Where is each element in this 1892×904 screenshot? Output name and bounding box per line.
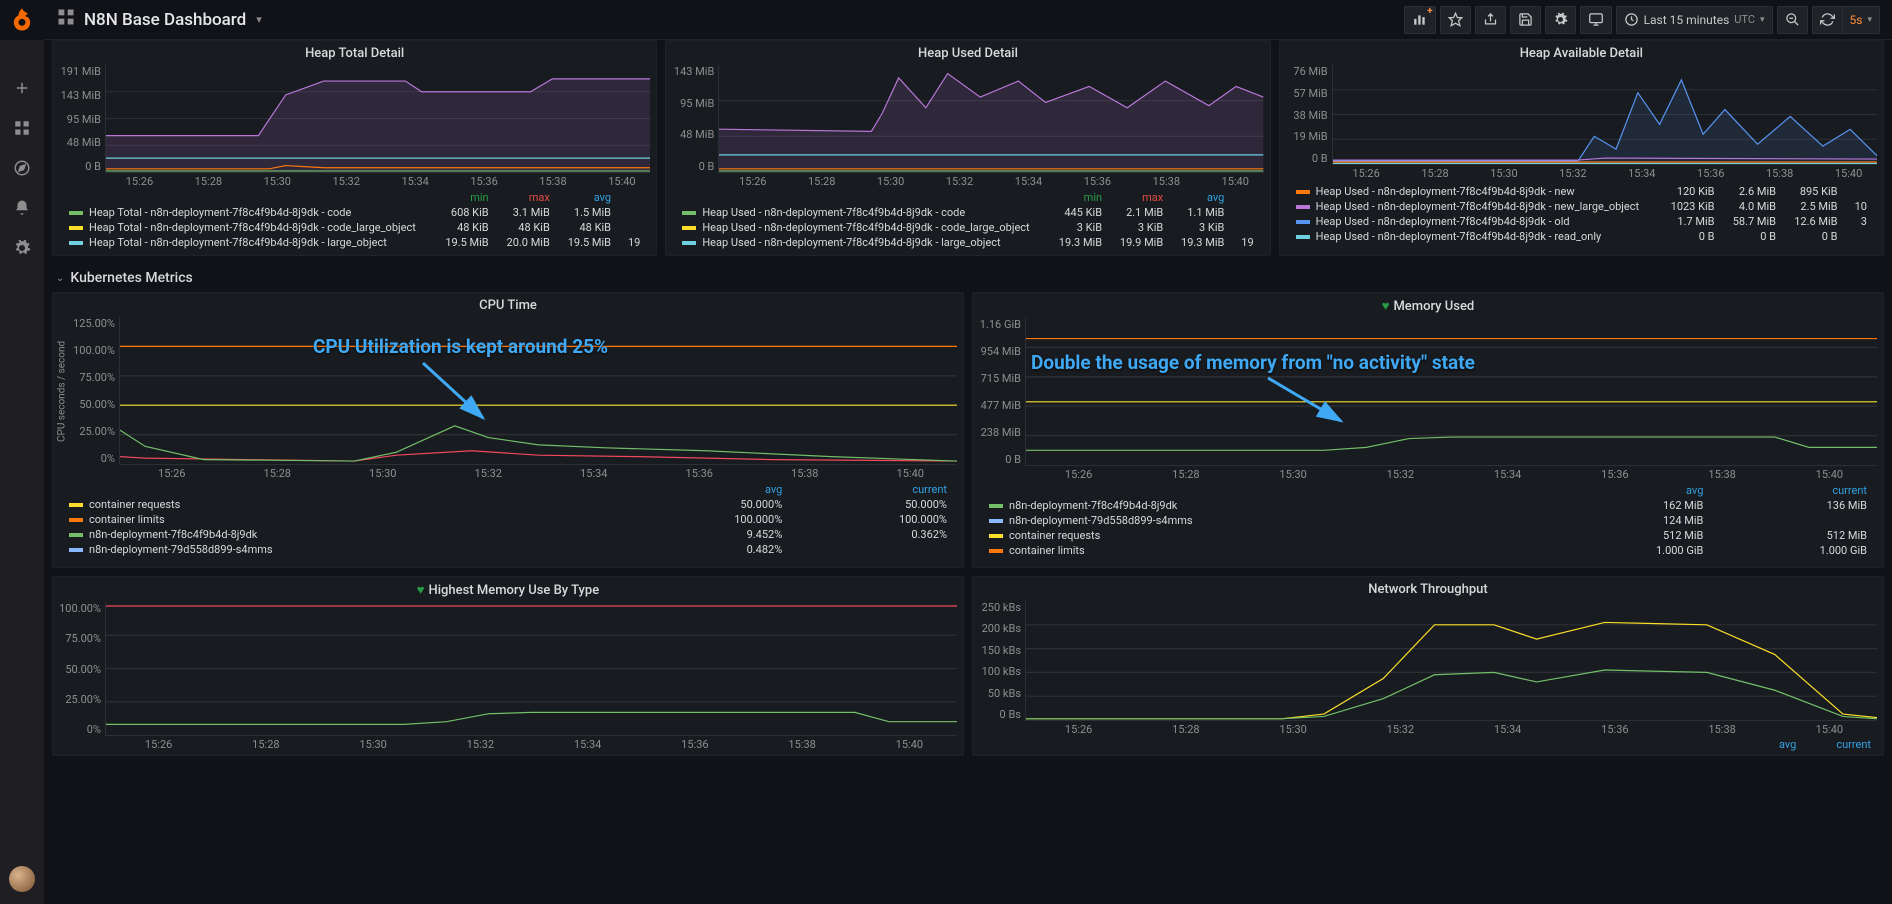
save-button[interactable] (1510, 6, 1541, 34)
x-axis: 15:2615:2815:3015:3215:3415:3615:3815:40 (666, 173, 1269, 188)
y-axis: 100.00%75.00%50.00%25.00%0% (55, 602, 105, 736)
row-header-kubernetes[interactable]: ⌄ Kubernetes Metrics (52, 264, 1884, 292)
add-panel-button[interactable] (1404, 6, 1436, 34)
panel-title: CPU Time (53, 293, 963, 317)
apps-icon (56, 7, 76, 32)
x-axis: 15:2615:2815:3015:3215:3415:3615:3815:40 (1280, 165, 1883, 180)
panel-title: Heap Total Detail (53, 41, 656, 65)
chevron-down-icon: ▾ (256, 13, 262, 26)
panel-title: Heap Used Detail (666, 41, 1269, 65)
panel-network: Network Throughput 250 kBs200 kBs150 kBs… (972, 576, 1884, 756)
nav-plus-icon[interactable] (0, 68, 44, 108)
star-button[interactable] (1440, 6, 1471, 34)
timezone-label: UTC (1734, 13, 1755, 26)
chevron-down-icon: ▾ (1867, 15, 1872, 25)
panel-memory-used: ♥Memory Used 1.16 GiB954 MiB715 MiB477 M… (972, 292, 1884, 568)
refresh-button[interactable] (1812, 6, 1842, 34)
y-axis: 1.16 GiB954 MiB715 MiB477 MiB238 MiB0 B (975, 318, 1025, 466)
chevron-down-icon: ⌄ (56, 273, 64, 284)
nav-bell-icon[interactable] (0, 188, 44, 228)
timerange-label: Last 15 minutes (1644, 13, 1730, 27)
x-axis: 15:2615:2815:3015:3215:3415:3615:3815:40 (53, 173, 656, 188)
grafana-logo[interactable] (0, 0, 44, 40)
y-axis: 250 kBs200 kBs150 kBs100 kBs50 kBs0 Bs (975, 601, 1025, 721)
avatar[interactable] (9, 866, 35, 892)
y-axis-label: CPU seconds / second (55, 317, 69, 465)
y-axis: 76 MiB57 MiB38 MiB19 MiB0 B (1282, 65, 1332, 165)
panel-heap-avail: Heap Available Detail 76 MiB57 MiB38 MiB… (1279, 40, 1884, 256)
panel-title: ♥Highest Memory Use By Type (53, 577, 963, 602)
y-axis: 191 MiB143 MiB95 MiB48 MiB0 B (55, 65, 105, 173)
nav-apps-icon[interactable] (0, 108, 44, 148)
y-axis: 143 MiB95 MiB48 MiB0 B (668, 65, 718, 173)
refresh-interval-label: 5s (1850, 13, 1863, 27)
x-axis: 15:2615:2815:3015:3215:3415:3615:3815:40 (973, 721, 1883, 736)
x-axis: 15:2615:2815:3015:3215:3415:3615:3815:40 (53, 465, 963, 480)
legend-header: avgcurrent (973, 736, 1883, 751)
heart-icon: ♥ (417, 583, 425, 598)
x-axis: 15:2615:2815:3015:3215:3415:3615:3815:40 (973, 466, 1883, 481)
panel-memory-type: ♥Highest Memory Use By Type 100.00%75.00… (52, 576, 964, 756)
nav-gear-icon[interactable] (0, 228, 44, 268)
panel-cpu-time: CPU Time CPU seconds / second 125.00%100… (52, 292, 964, 568)
page-title: N8N Base Dashboard (84, 10, 246, 30)
zoom-out-button[interactable] (1777, 6, 1808, 34)
panel-heap-used: Heap Used Detail 143 MiB95 MiB48 MiB0 B … (665, 40, 1270, 256)
x-axis: 15:2615:2815:3015:3215:3415:3615:3815:40 (53, 736, 963, 751)
y-axis: 125.00%100.00%75.00%50.00%25.00%0% (69, 317, 119, 465)
settings-button[interactable] (1545, 6, 1576, 34)
chevron-down-icon: ▾ (1760, 15, 1765, 25)
sidebar (0, 0, 44, 904)
panel-title: Network Throughput (973, 577, 1883, 601)
nav-compass-icon[interactable] (0, 148, 44, 188)
timerange-button[interactable]: Last 15 minutes UTC ▾ (1616, 6, 1773, 34)
monitor-button[interactable] (1580, 6, 1612, 34)
topbar: N8N Base Dashboard ▾ Last 15 minutes UTC… (44, 0, 1892, 40)
panel-title: ♥Memory Used (973, 293, 1883, 318)
panel-title: Heap Available Detail (1280, 41, 1883, 65)
panel-heap-total: Heap Total Detail 191 MiB143 MiB95 MiB48… (52, 40, 657, 256)
refresh-interval-button[interactable]: 5s ▾ (1842, 6, 1880, 34)
share-button[interactable] (1475, 6, 1506, 34)
section-title: Kubernetes Metrics (70, 270, 192, 286)
heart-icon: ♥ (1382, 299, 1390, 314)
breadcrumb[interactable]: N8N Base Dashboard ▾ (56, 7, 262, 32)
